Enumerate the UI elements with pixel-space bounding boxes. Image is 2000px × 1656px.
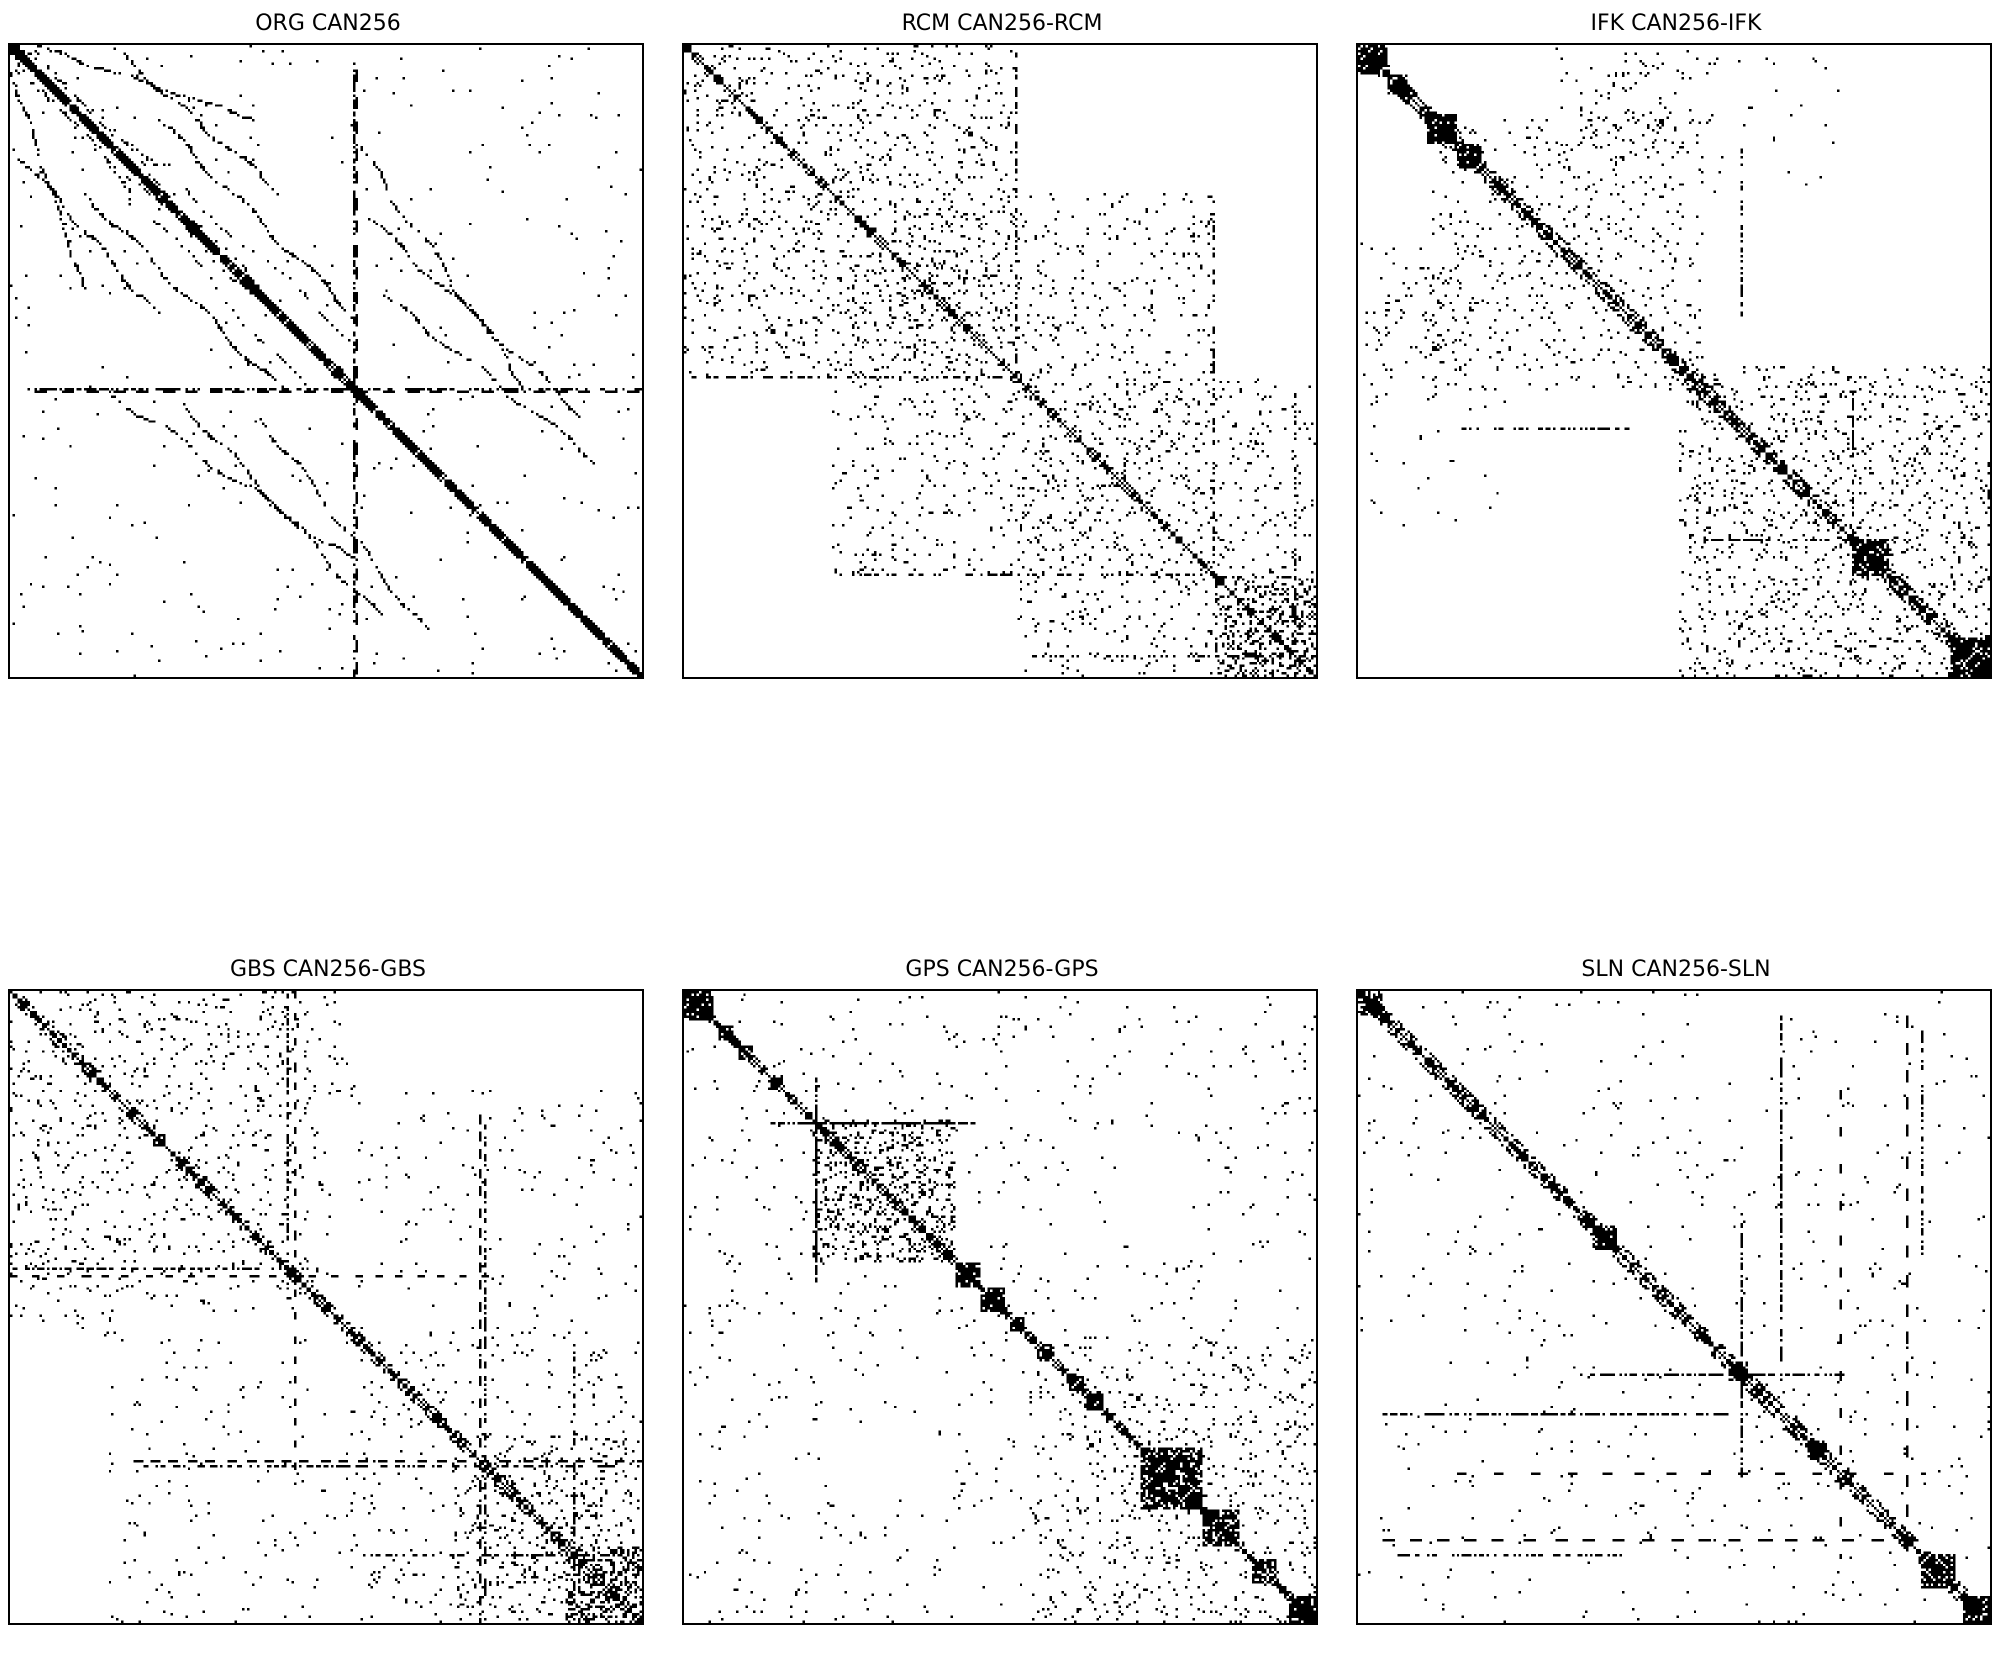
nonzero-entries [1358, 45, 1990, 677]
chart-title: RCM CAN256-RCM [901, 11, 1103, 36]
sparsity-plot [682, 43, 1318, 679]
chart-title: GBS CAN256-GBS [229, 957, 427, 982]
sparsity-svg [1358, 45, 1990, 677]
nonzero-entries [10, 45, 642, 677]
panel-sln: SLN CAN256-SLN [1356, 956, 1996, 1656]
sparsity-plot [1356, 989, 1992, 1625]
chart-title: ORG CAN256 [255, 11, 401, 36]
panel-org: ORG CAN256 [8, 10, 648, 710]
chart-title: GPS CAN256-GPS [905, 957, 1099, 982]
nonzero-entries [1358, 991, 1990, 1623]
sparsity-svg [1358, 991, 1990, 1623]
panel-rcm: RCM CAN256-RCM [682, 10, 1322, 710]
sparsity-plot [8, 43, 644, 679]
panel-gbs: GBS CAN256-GBS [8, 956, 648, 1656]
nonzero-entries [10, 991, 642, 1623]
chart-title: SLN CAN256-SLN [1581, 957, 1771, 982]
sparsity-plot [8, 989, 644, 1625]
chart-title: IFK CAN256-IFK [1590, 11, 1762, 36]
sparsity-svg [684, 991, 1316, 1623]
sparsity-plot [1356, 43, 1992, 679]
nonzero-entries [684, 45, 1316, 677]
sparsity-plot [682, 989, 1318, 1625]
sparsity-svg [10, 991, 642, 1623]
nonzero-entries [684, 991, 1316, 1623]
panel-ifk: IFK CAN256-IFK [1356, 10, 1996, 710]
sparsity-svg [684, 45, 1316, 677]
panel-gps: GPS CAN256-GPS [682, 956, 1322, 1656]
sparsity-svg [10, 45, 642, 677]
